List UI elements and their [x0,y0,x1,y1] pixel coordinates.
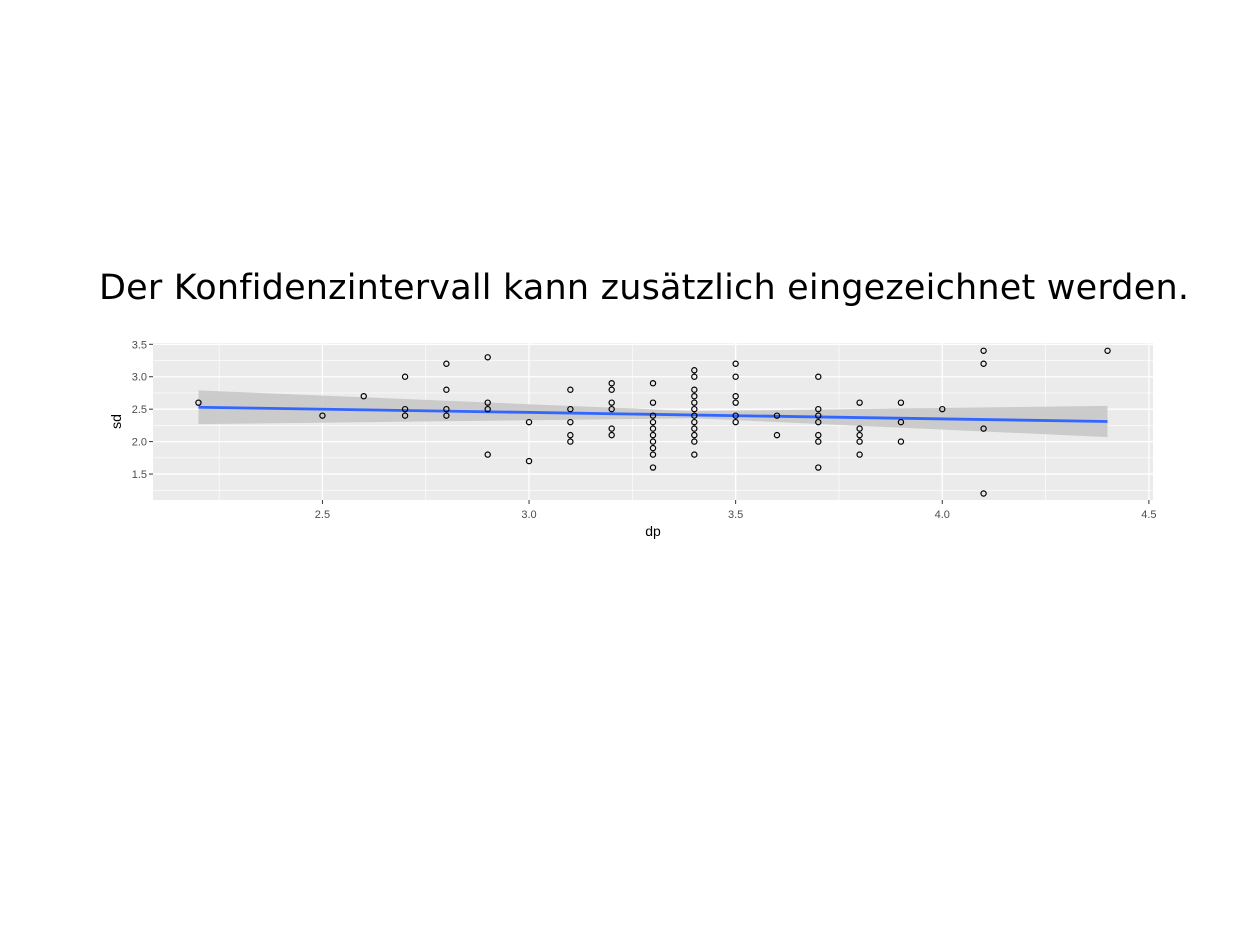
data-point [567,418,574,426]
data-point [401,373,409,380]
data-point [815,405,822,413]
x-tick-label: 4.5 [1141,509,1156,521]
data-point [691,392,698,400]
data-point [484,451,491,458]
data-point [608,425,615,432]
data-point [649,399,657,406]
data-point [732,399,739,406]
data-point [815,412,822,419]
x-tick-label: 3.0 [521,509,536,521]
data-point [649,412,657,419]
data-point [443,405,450,413]
data-point [773,412,781,419]
data-point [649,380,657,387]
data-point [980,360,987,367]
data-point [732,412,739,419]
data-point [815,373,822,380]
data-point [484,405,491,413]
data-point [608,405,615,413]
data-point [691,451,698,458]
data-point [567,438,574,445]
data-point [691,386,698,393]
y-tick-label: 2.0 [132,437,147,449]
data-point [401,412,409,419]
data-point [691,425,698,432]
data-point [443,386,450,393]
data-point [401,405,409,413]
data-point [484,354,491,361]
data-point [732,392,739,400]
data-point [980,490,987,497]
x-tick-label: 2.5 [315,509,330,521]
data-point [525,457,533,465]
data-point [567,405,574,413]
data-point [980,347,987,354]
data-point [691,431,698,439]
data-point [649,431,657,439]
data-point [856,425,863,432]
y-tick-label: 2.5 [132,404,147,416]
y-tick-label: 3.0 [132,372,147,384]
data-point [649,425,657,432]
data-point [856,451,863,458]
data-point [608,399,615,406]
data-point [649,464,657,471]
data-point [815,464,822,471]
data-point [443,360,450,367]
data-point [732,360,739,367]
data-point [484,399,491,406]
data-point [567,431,574,439]
data-point [773,431,781,439]
data-point [691,438,698,445]
data-point [897,399,905,406]
data-point [897,418,905,426]
x-axis-title: dp [645,523,661,539]
data-point [649,418,657,426]
data-point [980,425,987,432]
y-axis: 1.5 2.0 2.5 3.0 3.5 [132,339,153,481]
data-point [649,444,657,452]
data-point [732,373,739,380]
y-tick-label: 3.5 [132,339,147,351]
data-point [195,399,202,406]
data-point [443,412,450,419]
data-point [319,412,326,419]
data-point [1104,347,1111,354]
data-point [732,418,739,426]
data-point [939,405,946,413]
data-point [815,431,822,439]
data-point [691,412,698,419]
data-point [856,438,863,445]
data-point [360,392,367,400]
x-tick-label: 4.0 [935,509,950,521]
x-axis: 2.5 3.0 3.5 4.0 4.5 [315,500,1157,521]
data-point [897,438,905,445]
data-point [856,399,863,406]
data-point [815,418,822,426]
data-point [691,418,698,426]
regression-line [198,405,1108,423]
data-point [567,386,574,393]
data-point [608,380,615,387]
data-point [691,373,698,380]
data-point [525,418,533,426]
y-axis-title: sd [108,414,124,429]
data-point [691,367,698,374]
data-point [608,431,615,439]
data-point [856,431,863,439]
data-point [691,405,698,413]
x-tick-label: 3.5 [728,509,743,521]
data-point [649,438,657,445]
slide-title: Der Konfidenzintervall kann zusätzlich e… [99,268,1190,308]
data-point [649,451,657,458]
data-points [195,347,1111,497]
y-tick-label: 1.5 [132,469,147,481]
data-point [815,438,822,445]
data-point [691,399,698,406]
data-point [608,386,615,393]
